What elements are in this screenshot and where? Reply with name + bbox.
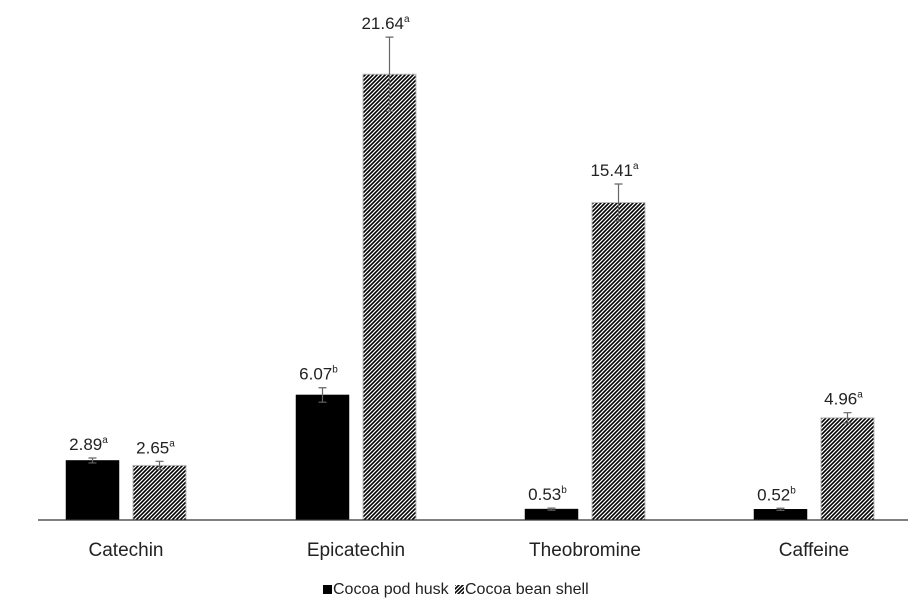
significance-letter: b <box>561 485 567 496</box>
error-bar <box>88 457 97 464</box>
significance-letter: a <box>633 161 639 172</box>
legend-swatch <box>455 585 464 594</box>
bar-theobromine-bean-shell <box>591 202 646 521</box>
error-bar <box>155 460 164 471</box>
significance-letter: a <box>102 435 108 446</box>
error-bar <box>385 36 394 112</box>
legend-label: Cocoa bean shell <box>465 581 589 598</box>
bar-catechin-pod-husk <box>65 460 120 521</box>
data-label: 15.41a <box>590 161 639 180</box>
significance-letter: b <box>790 485 796 496</box>
bar-catechin-bean-shell <box>132 464 187 521</box>
data-label: 2.89a <box>69 435 108 454</box>
bar-caffeine-bean-shell <box>820 417 875 521</box>
data-label: 0.52b <box>757 485 796 504</box>
data-label: 2.65a <box>136 438 175 457</box>
data-label: 6.07b <box>299 365 338 384</box>
legend-label: Cocoa pod husk <box>333 581 450 598</box>
data-label: 21.64a <box>361 14 410 33</box>
significance-letter: a <box>169 438 175 449</box>
error-bar <box>318 387 327 403</box>
error-bar <box>547 507 556 511</box>
bar-theobromine-pod-husk <box>524 508 579 521</box>
bar-epicatechin-bean-shell <box>362 73 417 521</box>
error-bar <box>843 412 852 424</box>
error-bar <box>776 507 785 511</box>
significance-letter: b <box>332 365 338 376</box>
x-tick-labels: Catechin Epicatechin Theobromine Caffeine <box>89 540 850 561</box>
legend: Cocoa pod husk Cocoa bean shell <box>323 581 589 598</box>
error-bar <box>614 183 623 222</box>
bars-layer: 2.89a 2.65a 6.07b 21.64a 0.53b 15.41a 0.52b 4.9… <box>65 14 875 521</box>
significance-letter: a <box>404 14 410 25</box>
legend-swatch <box>323 585 332 594</box>
x-tick-label: Caffeine <box>779 540 849 561</box>
data-label: 4.96a <box>824 390 863 409</box>
x-tick-label: Theobromine <box>529 540 641 561</box>
bar-epicatechin-pod-husk <box>295 394 350 521</box>
x-tick-label: Epicatechin <box>307 540 405 561</box>
data-label: 0.53b <box>528 485 567 504</box>
significance-letter: a <box>857 390 863 401</box>
x-tick-label: Catechin <box>89 540 164 561</box>
